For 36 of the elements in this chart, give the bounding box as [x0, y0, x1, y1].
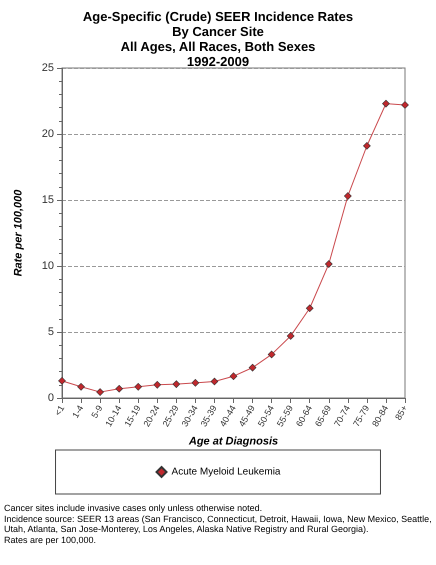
y-tick-label: 10: [42, 260, 54, 272]
x-axis-title: Age at Diagnosis: [188, 436, 278, 448]
point: [230, 372, 238, 380]
text: Cancer sites include invasive cases only unless otherwise noted.: [4, 503, 264, 514]
point: [286, 332, 294, 340]
y-tick-label: 25: [42, 62, 54, 74]
point: [115, 384, 123, 393]
point: [324, 260, 333, 268]
point: [96, 388, 104, 396]
point: [344, 192, 352, 200]
point: [401, 101, 409, 109]
x-tick-label: 85+: [393, 404, 410, 422]
text: Incidence source: SEER 13 areas (San Francisco, Connecticut, Detroit, Hawaii, Iowa, New Mexico, Seattle, Utah, Atlanta, San Jose-Monterey, Los Angeles, Alaska Native Registry and Rural Georgia).: [4, 514, 432, 534]
y-tick-label: 5: [48, 326, 54, 338]
point: [363, 142, 371, 150]
x-tick-label: 1-4: [70, 404, 86, 420]
point: [248, 364, 256, 372]
x-tick-label: <1: [52, 404, 66, 418]
point: [210, 378, 218, 386]
point: [306, 304, 314, 312]
point: [192, 379, 200, 387]
point: [382, 100, 390, 108]
point: [172, 380, 180, 388]
y-tick-label: 20: [42, 128, 54, 140]
y-axis-title: Rate per 100,000: [12, 188, 24, 276]
legend-label: Acute Myeloid Leukemia: [172, 466, 281, 478]
y-tick-label: 15: [42, 194, 54, 206]
point: [268, 350, 276, 358]
point: [77, 382, 85, 391]
point: [134, 382, 142, 391]
point: [58, 377, 66, 385]
text: Rates are per 100,000.: [4, 534, 98, 545]
point: [153, 381, 162, 389]
chart-title: Age-Specific (Crude) SEER Incidence Rates By Cancer Site All Ages, All Races, Both Sexes 1992-2009: [82, 9, 354, 69]
y-tick-label: 0: [48, 392, 54, 404]
x-tick-label: 5-9: [89, 404, 104, 420]
